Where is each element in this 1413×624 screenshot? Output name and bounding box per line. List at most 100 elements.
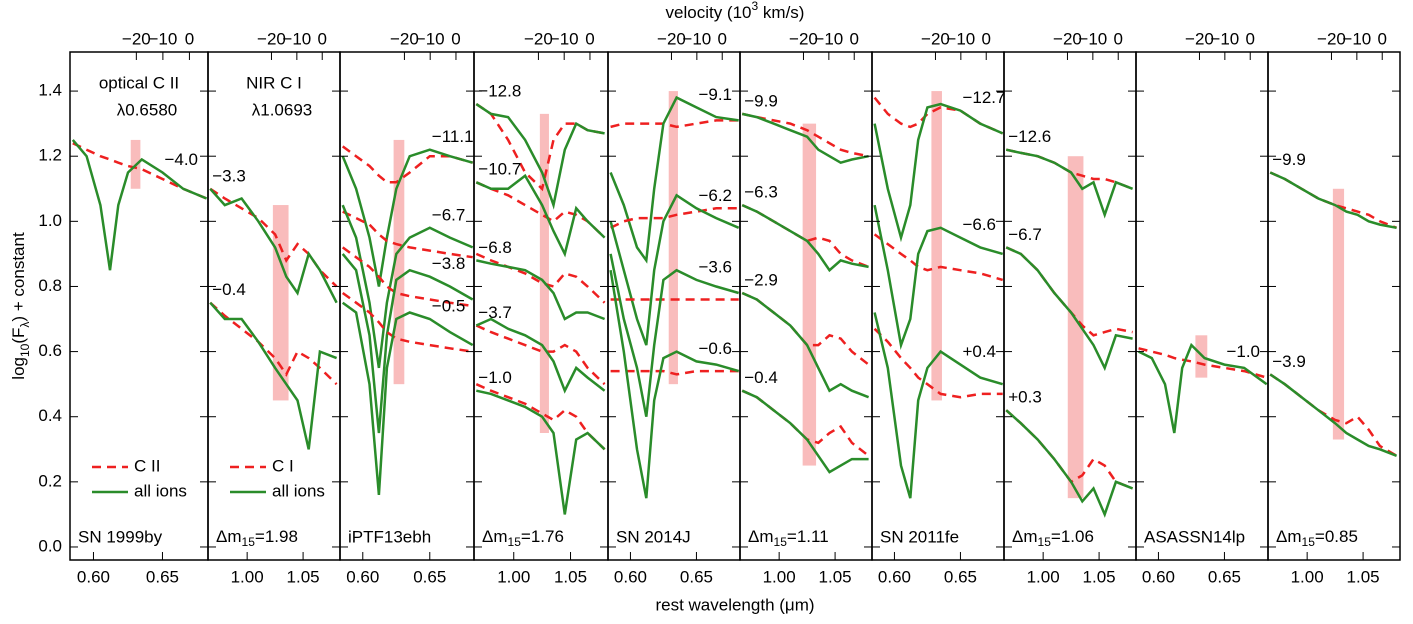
x2-tick-label: −10 (416, 29, 445, 48)
c-only-model (209, 301, 338, 386)
c-only-model (873, 96, 1004, 135)
panel-title: optical C II (99, 73, 179, 92)
panel-frame (1267, 51, 1401, 561)
all-ions-model (609, 253, 740, 417)
name-part: 15 (1302, 535, 1316, 549)
c-only-model (610, 207, 739, 229)
name-part: Δm (1012, 527, 1038, 546)
x-axis-label: rest wavelength (μm) (655, 595, 814, 614)
phase-label: −3.7 (478, 303, 512, 322)
panel-name: ASASSN14lp (1144, 527, 1245, 546)
y-tick-label: 1.2 (38, 146, 62, 165)
x-tick-label: 1.05 (819, 567, 852, 586)
phase-label: −3.9 (1272, 352, 1306, 371)
all-ions-model (475, 317, 606, 394)
label-part: ) + constant (9, 232, 28, 322)
x2-tick-label: −10 (814, 29, 843, 48)
x-tick-label: 1.00 (1291, 567, 1324, 586)
c-only-model (475, 383, 606, 451)
name-part: =1.76 (521, 527, 564, 546)
x2-tick-label: −10 (282, 29, 311, 48)
label-part: 3 (752, 0, 759, 13)
x-tick-label: 0.60 (614, 567, 647, 586)
all-ions-model (475, 103, 605, 210)
all-ions-model (741, 203, 869, 273)
all-ions-model (873, 312, 1004, 499)
x-tick-label: 0.60 (1142, 567, 1175, 586)
c-only-model (341, 145, 474, 184)
x-tick-label: 1.00 (231, 567, 264, 586)
x2-tick-label: 0 (717, 29, 726, 48)
x2-tick-label: −20 (921, 29, 950, 48)
y-axis-label: log10(Fλ) + constant (9, 232, 32, 380)
all-ions-model (476, 389, 606, 515)
all-ions-model (209, 187, 338, 304)
x-tick-label: 1.00 (763, 567, 796, 586)
phase-label: −3.8 (432, 254, 466, 273)
x2-axis-label: velocity (103 km/s) (666, 0, 805, 22)
name-part: Δm (216, 527, 242, 546)
x-tick-label: 1.05 (1347, 567, 1380, 586)
panel-title: NIR C I (246, 73, 302, 92)
c-only-model (341, 246, 473, 308)
x2-tick-label: −10 (946, 29, 975, 48)
all-ions-model (1269, 373, 1398, 457)
c-only-model (1005, 246, 1133, 337)
y-tick-label: 1.0 (38, 211, 62, 230)
all-ions-model (1005, 246, 1133, 372)
x2-tick-label: −20 (390, 29, 419, 48)
name-part: Δm (482, 527, 508, 546)
phase-label: −12.8 (478, 82, 521, 101)
x-tick-label: 1.05 (554, 567, 587, 586)
c-only-model (341, 291, 473, 353)
phase-label: −1.0 (1226, 342, 1260, 361)
shaded-region (393, 139, 405, 385)
x2-tick-label: −10 (550, 29, 579, 48)
c-only-model (610, 369, 739, 376)
phase-label: −6.7 (432, 205, 466, 224)
x2-tick-label: 0 (849, 29, 858, 48)
phase-label: −9.1 (698, 85, 732, 104)
shaded-region (1332, 188, 1345, 440)
c-only-model (1138, 347, 1268, 379)
all-ions-model (476, 259, 606, 321)
x2-tick-label: −20 (1185, 29, 1214, 48)
all-ions-model (741, 291, 870, 399)
all-ions-model (1005, 409, 1134, 518)
panel-name: SN 2011fe (880, 527, 959, 546)
x-tick-label: 0.65 (944, 567, 977, 586)
x2-tick-label: 0 (451, 29, 460, 48)
x-tick-label: 1.00 (497, 567, 530, 586)
legend-label: all ions (134, 481, 187, 500)
shaded-region (1067, 156, 1084, 499)
all-ions-model (341, 204, 474, 369)
x-tick-label: 0.65 (413, 567, 446, 586)
phase-label: −2.9 (744, 270, 778, 289)
name-part: 15 (1038, 535, 1052, 549)
phase-label: −3.3 (212, 166, 246, 185)
phase-label: −4.0 (164, 150, 198, 169)
c-only-model (1269, 171, 1398, 229)
name-part: Δm (1276, 527, 1302, 546)
all-ions-model (609, 95, 739, 264)
y-tick-label: 0.2 (38, 471, 62, 490)
panel-name: SN 1999by (78, 527, 163, 546)
x2-tick-label: 0 (1245, 29, 1254, 48)
shaded-region (668, 91, 678, 385)
x-tick-label: 0.65 (1208, 567, 1241, 586)
name-part: 15 (774, 535, 788, 549)
c-only-model (342, 210, 473, 259)
phase-label: −10.7 (478, 160, 521, 179)
phase-label: −6.2 (698, 186, 732, 205)
phase-label: −1.0 (478, 368, 512, 387)
x-tick-label: 0.65 (680, 567, 713, 586)
name-part: =1.06 (1051, 527, 1094, 546)
x2-tick-label: −20 (122, 29, 151, 48)
phase-label: −0.6 (698, 339, 732, 358)
phase-label: −6.6 (962, 215, 996, 234)
name-part: =0.85 (1315, 527, 1358, 546)
panel-frame (1135, 51, 1269, 561)
label-part: log (9, 357, 28, 380)
name-part: =1.98 (255, 527, 298, 546)
phase-label: −0.4 (744, 368, 778, 387)
